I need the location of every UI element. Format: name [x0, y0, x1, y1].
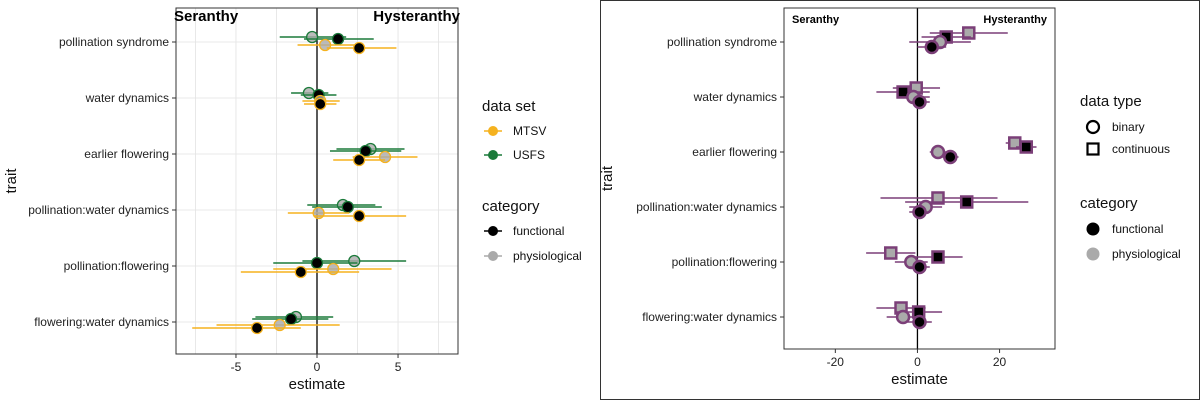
- point-mtsv-functional: [314, 97, 327, 111]
- point-binary-functional: [943, 149, 958, 165]
- legend-key-binary: [1085, 119, 1101, 135]
- right-legend: data type binary continuous category fun…: [1080, 93, 1181, 261]
- point-usfs-physiological: [305, 30, 319, 44]
- y-tick-label-flowering-water-dynamics: flowering:water dynamics: [34, 315, 169, 329]
- point-binary-functional: [912, 94, 927, 110]
- point-continuous-physiological: [962, 26, 976, 40]
- point-binary-functional: [912, 204, 927, 220]
- legend-label-usfs: USFS: [513, 148, 545, 162]
- right-y-axis-title: trait: [599, 165, 616, 191]
- point-binary-physiological: [930, 144, 946, 160]
- point-continuous-functional: [931, 250, 945, 264]
- point-usfs-physiological: [302, 86, 316, 100]
- point-mtsv-functional: [352, 153, 366, 167]
- point-continuous-functional: [959, 195, 974, 209]
- point-binary-physiological: [895, 309, 911, 325]
- point-mtsv-functional: [352, 209, 366, 223]
- point-binary-functional: [912, 259, 927, 275]
- legend-label-mtsv: MTSV: [513, 124, 546, 138]
- left-y-axis: pollination syndrome water dynamics earlie…: [28, 35, 176, 329]
- point-usfs-physiological: [348, 254, 361, 268]
- y-tick-label-flowering-water-dynamics: flowering:water dynamics: [642, 310, 777, 324]
- legend-label-functional: functional: [513, 224, 564, 238]
- right-marks: [866, 26, 1037, 330]
- point-mtsv-functional: [352, 41, 366, 55]
- point-continuous-physiological: [931, 191, 945, 205]
- legend-key-mtsv: [488, 126, 498, 136]
- point-binary-functional: [912, 314, 927, 330]
- legend-label-functional-right: functional: [1112, 222, 1163, 236]
- legend-title-data-type: data type: [1080, 93, 1142, 110]
- point-binary-functional: [924, 39, 940, 55]
- point-mtsv-physiological: [318, 38, 332, 52]
- y-tick-label-pollination-water-dynamics: pollination:water dynamics: [28, 203, 169, 217]
- point-usfs-functional: [341, 200, 354, 214]
- legend-key-physiological-right: [1086, 247, 1100, 261]
- left-chart: Seranthy Hysteranthy pollination syndrom…: [3, 7, 582, 393]
- right-x-axis-title: estimate: [891, 371, 948, 388]
- legend-title-data-set: data set: [482, 98, 536, 115]
- point-mtsv-physiological: [273, 318, 286, 332]
- left-annotation-hysteranthy: Hysteranthy: [373, 8, 460, 25]
- point-mtsv-functional: [294, 265, 307, 279]
- legend-title-category: category: [482, 198, 540, 215]
- point-usfs-functional: [284, 312, 298, 326]
- legend-label-continuous: continuous: [1112, 142, 1170, 156]
- y-tick-label-pollination-flowering: pollination:flowering: [672, 255, 777, 269]
- x-tick-label: -20: [827, 355, 845, 369]
- left-legend: data set MTSV USFS category functional p…: [482, 98, 582, 263]
- right-annotation-seranthy: Seranthy: [792, 14, 840, 26]
- right-annotation-hysteranthy: Hysteranthy: [983, 14, 1047, 26]
- right-y-axis: pollination syndrome water dynamics earlie…: [636, 35, 784, 324]
- y-tick-label-earlier-flowering: earlier flowering: [84, 147, 169, 161]
- point-continuous-functional: [1019, 140, 1034, 154]
- left-x-axis: -5 0 5: [231, 354, 402, 374]
- x-tick-label: -5: [231, 360, 242, 374]
- legend-title-category-right: category: [1080, 195, 1138, 212]
- y-tick-label-pollination-flowering: pollination:flowering: [64, 259, 169, 273]
- y-tick-label-pollination-water-dynamics: pollination:water dynamics: [636, 200, 777, 214]
- left-y-axis-title: trait: [3, 168, 20, 194]
- left-annotation-seranthy: Seranthy: [174, 8, 239, 25]
- x-tick-label: 20: [993, 355, 1007, 369]
- right-chart: Seranthy Hysteranthy pollination syndrom…: [599, 7, 1181, 388]
- legend-key-functional: [488, 226, 498, 236]
- right-x-axis: -20 0 20: [827, 349, 1007, 369]
- y-tick-label-earlier-flowering: earlier flowering: [692, 145, 777, 159]
- point-usfs-functional: [331, 32, 345, 46]
- point-continuous-physiological: [884, 246, 898, 260]
- y-tick-label-pollination-syndrome: pollination syndrome: [667, 35, 777, 49]
- point-mtsv-functional: [250, 321, 264, 335]
- legend-label-physiological-right: physiological: [1112, 247, 1181, 261]
- x-tick-label: 0: [914, 355, 921, 369]
- point-mtsv-physiological: [327, 262, 340, 276]
- legend-key-usfs: [488, 150, 498, 160]
- point-usfs-functional: [310, 256, 324, 270]
- legend-key-functional-right: [1086, 222, 1100, 236]
- left-marks: [192, 30, 418, 335]
- legend-label-physiological: physiological: [513, 249, 582, 263]
- left-x-axis-title: estimate: [289, 376, 346, 393]
- point-mtsv-physiological: [312, 206, 325, 220]
- y-tick-label-pollination-syndrome: pollination syndrome: [59, 35, 169, 49]
- legend-key-physiological: [488, 251, 498, 261]
- y-tick-label-water-dynamics: water dynamics: [85, 91, 169, 105]
- x-tick-label: 0: [314, 360, 321, 374]
- point-mtsv-physiological: [378, 150, 392, 164]
- legend-key-continuous: [1086, 142, 1100, 156]
- right-plot-border: [783, 7, 1056, 350]
- x-tick-label: 5: [395, 360, 402, 374]
- legend-label-binary: binary: [1112, 120, 1145, 134]
- y-tick-label-water-dynamics: water dynamics: [693, 90, 777, 104]
